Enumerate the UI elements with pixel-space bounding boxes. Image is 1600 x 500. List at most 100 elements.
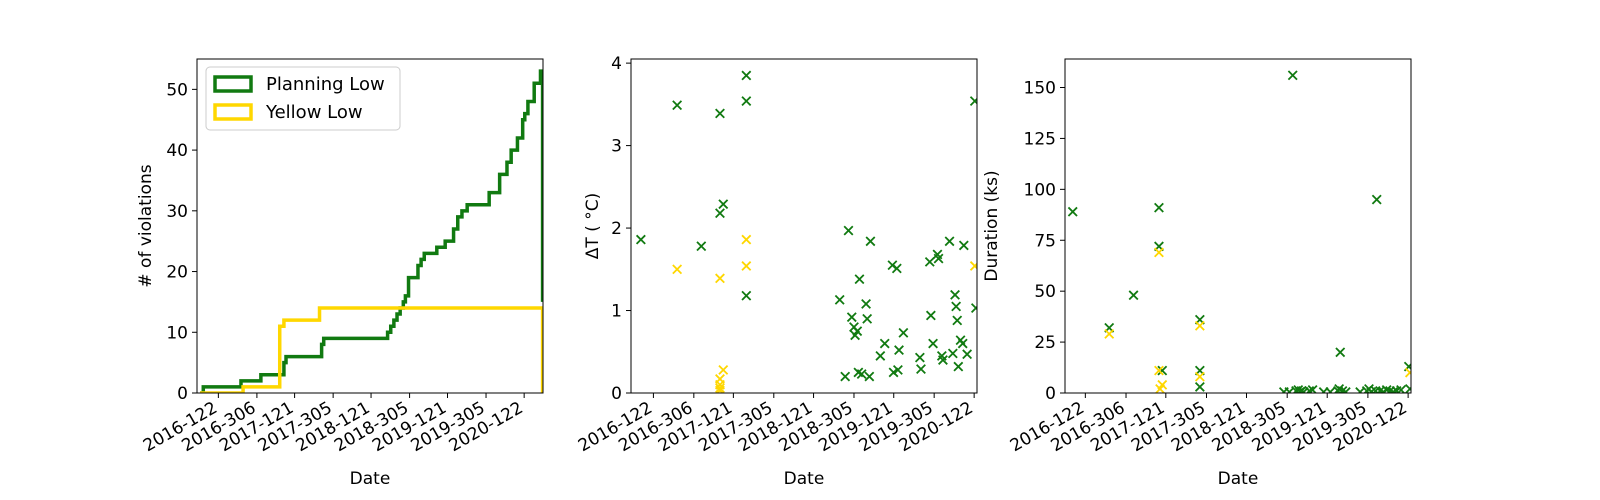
scatter-point-s1-32 — [914, 352, 925, 363]
scatter-point-s1-28 — [891, 263, 902, 274]
scatter-point-s1-45 — [952, 315, 963, 326]
scatter-point-s1-13 — [846, 312, 857, 323]
scatter-point-s1-26 — [1340, 387, 1351, 393]
scatter-point-s1-32 — [1371, 194, 1382, 205]
scatter-point-s2-8 — [1404, 367, 1411, 378]
scatter-point-s1-31 — [1370, 386, 1381, 393]
x-axis-label: Date — [784, 469, 825, 489]
scatter-point-s1-27 — [1355, 387, 1366, 393]
scatter-point-s1-10 — [834, 294, 845, 305]
scatter-point-s1-8 — [741, 96, 752, 106]
scatter-point-s2-1 — [1104, 329, 1115, 339]
scatter-point-s1-18 — [854, 274, 865, 285]
scatter-point-s1-24 — [875, 350, 886, 361]
y-tick-label: 10 — [166, 323, 188, 343]
y-axis-label: # of violations — [136, 164, 156, 287]
scatter-point-s1-1 — [635, 234, 646, 245]
scatter-point-s1-33 — [1375, 386, 1385, 393]
scatter-point-s1-41 — [1404, 383, 1411, 393]
legend-label-2: Yellow Low — [265, 102, 363, 123]
y-tick-label: 40 — [166, 141, 188, 161]
y-tick-label: 150 — [1024, 79, 1056, 99]
scatter-point-s2-7 — [1194, 371, 1205, 382]
scatter-point-s2-8 — [741, 234, 752, 245]
scatter-point-s1-50 — [962, 349, 973, 360]
y-tick-label: 50 — [1034, 282, 1056, 302]
scatter-point-s1-35 — [925, 310, 936, 321]
legend-swatch-2 — [213, 103, 253, 121]
y-tick-label: 0 — [611, 384, 622, 404]
scatter-point-s1-51 — [969, 96, 977, 106]
scatter-point-s1-11 — [1284, 387, 1295, 393]
scatter-point-s2-9 — [741, 261, 752, 271]
y-tick-label: 2 — [611, 219, 622, 239]
scatter-point-s1-23 — [865, 236, 876, 247]
y-tick-label: 25 — [1034, 333, 1056, 353]
y-tick-label: 125 — [1024, 129, 1056, 149]
scatter-point-s1-43 — [950, 289, 960, 300]
scatter-point-s2-5 — [1157, 379, 1168, 390]
scatter-point-s1-7 — [741, 70, 752, 81]
scatter-point-s1-44 — [951, 301, 962, 312]
scatter-point-s1-22 — [864, 371, 875, 382]
scatter-point-s1-25 — [879, 338, 890, 349]
scatter-point-s1-29 — [892, 364, 903, 375]
y-axis-label: ΔT ( °C) — [583, 193, 603, 259]
plot-area — [1067, 70, 1411, 393]
axes-frame — [1064, 58, 1412, 394]
legend-swatch-1 — [213, 75, 253, 93]
scatter-point-s2-3 — [1154, 365, 1164, 376]
scatter-point-s1-21 — [862, 313, 873, 324]
series-line-1 — [200, 69, 543, 393]
scatter-point-s1-48 — [957, 338, 968, 349]
scatter-point-s1-3 — [696, 241, 707, 252]
x-axis-label: Date — [350, 469, 391, 489]
scatter-point-s1-52 — [970, 303, 977, 313]
scatter-point-s2-1 — [672, 264, 683, 275]
chart-panel-3: 02550751001251502016-1222016-3062017-121… — [982, 58, 1412, 489]
scatter-point-s1-46 — [953, 361, 964, 372]
plot-area — [635, 70, 977, 393]
scatter-point-s1-9 — [741, 290, 752, 301]
scatter-point-s1-37 — [1388, 387, 1399, 393]
scatter-point-s1-31 — [898, 327, 909, 338]
y-tick-label: 20 — [166, 263, 188, 283]
scatter-point-s1-33 — [916, 364, 926, 375]
scatter-point-s2-2 — [715, 273, 725, 284]
scatter-point-s2-6 — [1194, 320, 1205, 331]
axes-frame — [196, 58, 544, 394]
scatter-point-s1-30 — [894, 345, 904, 356]
scatter-point-s2-6 — [715, 385, 725, 393]
scatter-point-s1-11 — [840, 371, 851, 382]
scatter-point-s1-3 — [1128, 290, 1139, 301]
series-line-2 — [200, 306, 543, 393]
scatter-point-s1-4 — [1154, 202, 1164, 213]
scatter-point-s1-49 — [958, 240, 969, 251]
scatter-point-s1-6 — [718, 199, 729, 210]
scatter-point-s1-12 — [1287, 70, 1298, 81]
y-tick-label: 75 — [1034, 231, 1056, 251]
scatter-point-s2-10 — [969, 261, 977, 271]
y-tick-label: 30 — [166, 202, 188, 222]
scatter-point-s1-4 — [715, 108, 725, 119]
y-axis-label: Duration (ks) — [982, 170, 1002, 281]
scatter-point-s1-9 — [1194, 381, 1205, 392]
scatter-point-s1-42 — [947, 348, 958, 359]
scatter-point-s1-38 — [933, 253, 944, 264]
scatter-point-s1-36 — [928, 338, 938, 349]
y-tick-label: 0 — [1045, 384, 1056, 404]
scatter-point-s1-5 — [715, 208, 725, 219]
scatter-point-s1-19 — [856, 369, 867, 379]
scatter-point-s1-1 — [1067, 206, 1078, 217]
scatter-point-s2-2 — [1154, 247, 1164, 258]
scatter-point-s1-2 — [672, 100, 683, 111]
scatter-point-s1-21 — [1325, 387, 1336, 393]
y-tick-label: 100 — [1024, 180, 1056, 200]
scatter-point-s1-40 — [938, 355, 948, 365]
chart-panel-2: 012342016-1222016-3062017-1212017-305201… — [575, 54, 978, 489]
scatter-point-s1-6 — [1157, 365, 1168, 376]
scatter-point-s1-20 — [861, 298, 871, 309]
scatter-point-s1-16 — [852, 326, 863, 337]
scatter-point-s1-18 — [1304, 386, 1315, 393]
